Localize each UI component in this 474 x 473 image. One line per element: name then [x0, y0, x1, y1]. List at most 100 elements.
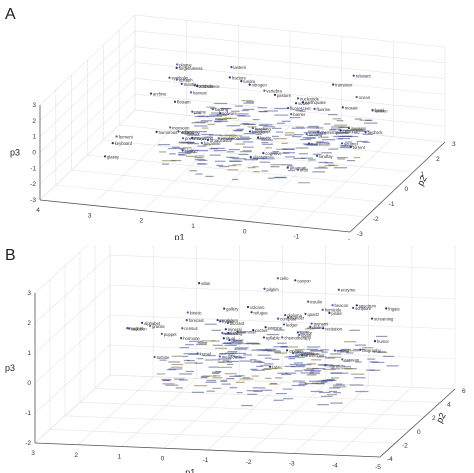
- data-point-mark: [310, 371, 321, 373]
- point-label: glassy: [107, 154, 120, 159]
- data-point-mark: [193, 125, 208, 127]
- point-label: torrent: [353, 145, 366, 150]
- data-point-mark: [298, 383, 308, 386]
- z-tick-label: 1: [32, 134, 36, 141]
- data-point-mark: [356, 140, 368, 143]
- point-label: scripture: [355, 306, 372, 311]
- point-label: epitaph: [179, 78, 193, 83]
- data-point-mark: [214, 102, 228, 105]
- data-point: [352, 306, 355, 310]
- z-tick-label: 2: [27, 320, 31, 327]
- data-point-mark: [192, 137, 200, 139]
- data-point-mark: [329, 387, 341, 389]
- data-point: [185, 319, 188, 322]
- point-label: thunder: [290, 315, 305, 320]
- data-point: [218, 355, 221, 358]
- data-point: [181, 137, 185, 140]
- data-point: [169, 126, 172, 129]
- data-point: [223, 307, 226, 310]
- data-point-mark: [159, 359, 167, 361]
- grid-line: [77, 376, 154, 445]
- data-point: [189, 91, 193, 94]
- point-label: pilgrim: [266, 287, 279, 292]
- data-point-mark: [202, 354, 216, 357]
- data-point-mark: [349, 329, 360, 331]
- data-point-mark: [236, 331, 246, 333]
- data-point-mark: [191, 122, 206, 124]
- z-tick-label: -2: [30, 181, 36, 188]
- point-label: ledger: [286, 322, 298, 327]
- data-point: [296, 168, 299, 171]
- data-point-mark: [274, 107, 289, 110]
- data-point-mark: [291, 127, 306, 129]
- data-point-mark: [353, 156, 361, 159]
- point-label: hybrid: [222, 319, 234, 324]
- data-point-mark: [201, 127, 209, 129]
- point-label: fluorine: [317, 107, 331, 112]
- data-point-mark: [272, 135, 279, 138]
- data-point-mark: [346, 352, 354, 354]
- data-point-mark: [219, 353, 233, 355]
- data-point-mark: [183, 353, 198, 355]
- point-label: mosaic: [345, 105, 358, 110]
- data-point-mark: [261, 158, 275, 160]
- data-point-mark: [212, 377, 223, 379]
- data-point: [276, 277, 279, 280]
- data-point-mark: [211, 329, 222, 331]
- data-point-mark: [310, 350, 323, 352]
- data-point-mark: [332, 118, 342, 120]
- data-point-mark: [324, 162, 334, 164]
- data-point: [307, 300, 310, 303]
- data-point: [370, 317, 374, 320]
- data-point-mark: [238, 153, 249, 156]
- data-point: [175, 78, 178, 81]
- data-point-mark: [186, 155, 197, 157]
- data-point-mark: [275, 352, 288, 354]
- data-point-mark: [328, 164, 335, 166]
- data-point-mark: [185, 141, 196, 144]
- data-point-mark: [300, 157, 313, 159]
- data-point-mark: [264, 110, 279, 112]
- data-point-mark: [304, 369, 313, 372]
- data-point-mark: [318, 391, 331, 394]
- y-axis-label: p2: [415, 174, 429, 188]
- point-label: forgetfulness: [179, 66, 203, 71]
- data-point-mark: [282, 388, 293, 390]
- x-tick-label: -1: [203, 457, 209, 464]
- data-point-mark: [178, 142, 186, 144]
- data-point-mark: [303, 132, 316, 134]
- data-point: [322, 327, 325, 330]
- data-point-mark: [206, 390, 215, 392]
- data-point-mark: [330, 365, 340, 367]
- point-label: nucleotide: [300, 96, 320, 101]
- data-point-mark: [212, 387, 222, 390]
- data-point: [228, 76, 231, 79]
- data-point-mark: [212, 359, 221, 361]
- data-point-mark: [328, 148, 339, 150]
- data-point: [149, 92, 153, 95]
- data-point-mark: [262, 143, 273, 145]
- point-label: landfay: [319, 154, 333, 159]
- data-point-mark: [333, 392, 341, 394]
- data-point-mark: [189, 149, 199, 152]
- data-point-mark: [224, 373, 237, 375]
- data-point-mark: [245, 342, 260, 345]
- data-point-mark: [325, 357, 336, 359]
- data-point-mark: [239, 378, 254, 380]
- grid-line: [39, 46, 446, 137]
- point-label: ritual: [226, 336, 235, 341]
- data-point-mark: [200, 376, 208, 379]
- data-point-mark: [177, 153, 185, 156]
- data-point-mark: [228, 343, 242, 345]
- data-point-mark: [342, 360, 351, 362]
- data-point-mark: [212, 344, 224, 346]
- data-point-mark: [208, 134, 222, 136]
- data-point-mark: [236, 391, 243, 394]
- data-point-mark: [226, 363, 234, 366]
- data-point-mark: [215, 370, 222, 373]
- point-label: mineral: [228, 327, 242, 332]
- point-label: tundra: [243, 79, 256, 84]
- data-point-mark: [197, 342, 207, 344]
- data-point-mark: [200, 120, 213, 122]
- y-axis-line: [349, 141, 446, 233]
